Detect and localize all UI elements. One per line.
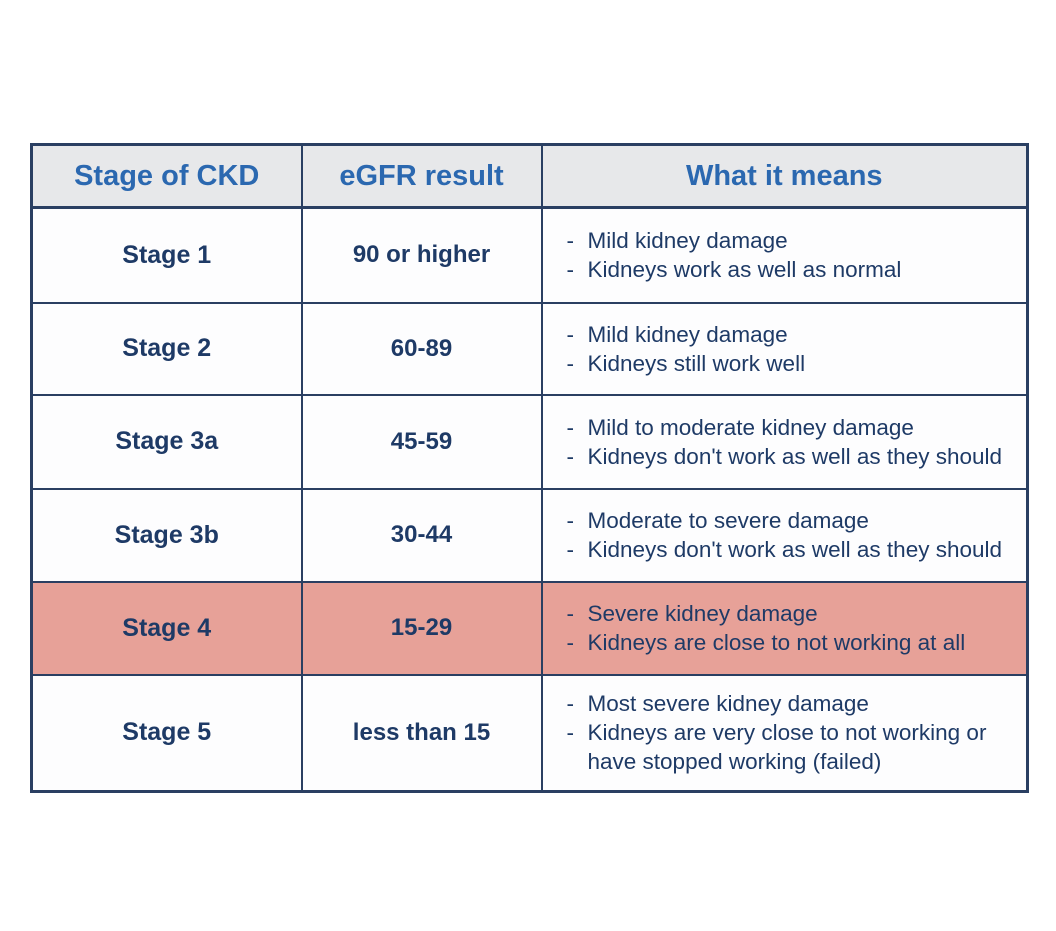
bullet-text: Most severe kidney damage	[587, 691, 869, 717]
table-row: Stage 1 90 or higher - Mild kidney damage…	[30, 206, 1029, 304]
meaning-bullet: - Moderate to severe damage	[567, 506, 1013, 535]
stage-cell: Stage 3b	[30, 487, 303, 583]
meaning-bullet: - Kidneys are close to not working at all	[567, 628, 1013, 657]
meaning-bullet: - Mild to moderate kidney damage	[567, 413, 1013, 442]
bullet-dash: -	[566, 601, 575, 626]
egfr-cell: less than 15	[300, 673, 543, 793]
bullet-text: Kidneys are very close to not working or…	[587, 720, 987, 775]
meaning-bullet: - Mild kidney damage	[567, 226, 1013, 255]
bullet-text: Severe kidney damage	[587, 601, 818, 626]
bullet-text: Mild kidney damage	[587, 228, 788, 254]
bullet-dash: -	[566, 720, 575, 746]
bullet-text: Moderate to severe damage	[587, 508, 869, 533]
bullet-dash: -	[566, 630, 575, 655]
table-row: Stage 4 15-29 - Severe kidney damage - Kidn…	[30, 580, 1029, 676]
header-stage-of-ckd: Stage of CKD	[30, 143, 303, 209]
table-header-row: Stage of CKD eGFR result What it means	[30, 143, 1029, 209]
bullet-text: Kidneys don't work as well as they shoul…	[587, 537, 1003, 562]
egfr-cell: 90 or higher	[300, 206, 543, 304]
bullet-dash: -	[566, 691, 575, 717]
meaning-cell: - Mild to moderate kidney damage - Kidneys …	[540, 393, 1029, 490]
meaning-bullet: - Kidneys don't work as well as they shou…	[567, 535, 1013, 564]
meaning-bullet: - Mild kidney damage	[567, 320, 1013, 349]
bullet-dash: -	[566, 257, 575, 283]
bullet-text: Kidneys work as well as normal	[587, 257, 902, 283]
table-row: Stage 5 less than 15 - Most severe kidney…	[30, 673, 1029, 793]
bullet-dash: -	[566, 228, 575, 254]
egfr-cell: 45-59	[300, 393, 543, 490]
egfr-cell: 15-29	[300, 580, 543, 676]
meaning-cell: - Mild kidney damage - Kidneys still work w…	[540, 301, 1029, 396]
egfr-cell: 60-89	[300, 301, 543, 396]
meaning-cell: - Severe kidney damage - Kidneys are close …	[540, 580, 1029, 676]
stage-cell: Stage 5	[30, 673, 303, 793]
stage-cell: Stage 3a	[30, 393, 303, 490]
bullet-dash: -	[566, 414, 575, 440]
meaning-bullet: - Kidneys still work well	[567, 349, 1013, 378]
table-row: Stage 2 60-89 - Mild kidney damage - Kidney…	[30, 301, 1029, 396]
meaning-bullet: - Kidneys work as well as normal	[567, 255, 1013, 284]
meaning-cell: - Mild kidney damage - Kidneys work as well…	[540, 206, 1029, 304]
meaning-bullet: - Most severe kidney damage	[567, 689, 1013, 718]
ckd-stages-table: Stage of CKD eGFR result What it means S…	[30, 143, 1029, 793]
meaning-bullet: - Severe kidney damage	[567, 599, 1013, 628]
stage-cell: Stage 2	[30, 301, 303, 396]
bullet-text: Mild to moderate kidney damage	[587, 414, 914, 440]
table-row: Stage 3b 30-44 - Moderate to severe damag…	[30, 487, 1029, 583]
bullet-text: Kidneys still work well	[587, 350, 806, 376]
stage-cell: Stage 1	[30, 206, 303, 304]
bullet-dash: -	[566, 508, 575, 533]
meaning-bullet: - Kidneys are very close to not working o…	[567, 718, 1013, 776]
bullet-dash: -	[566, 350, 575, 376]
meaning-cell: - Most severe kidney damage - Kidneys are v…	[540, 673, 1029, 793]
bullet-dash: -	[566, 443, 575, 469]
stage-cell: Stage 4	[30, 580, 303, 676]
table-row: Stage 3a 45-59 - Mild to moderate kidney …	[30, 393, 1029, 490]
bullet-text: Kidneys are close to not working at all	[587, 630, 966, 655]
header-egfr-result: eGFR result	[300, 143, 543, 209]
bullet-dash: -	[566, 537, 575, 562]
meaning-cell: - Moderate to severe damage - Kidneys don't…	[540, 487, 1029, 583]
meaning-bullet: - Kidneys don't work as well as they shou…	[567, 442, 1013, 471]
bullet-text: Kidneys don't work as well as they shoul…	[587, 443, 1003, 469]
egfr-cell: 30-44	[300, 487, 543, 583]
header-what-it-means: What it means	[540, 143, 1029, 209]
bullet-text: Mild kidney damage	[587, 321, 788, 347]
bullet-dash: -	[566, 321, 575, 347]
